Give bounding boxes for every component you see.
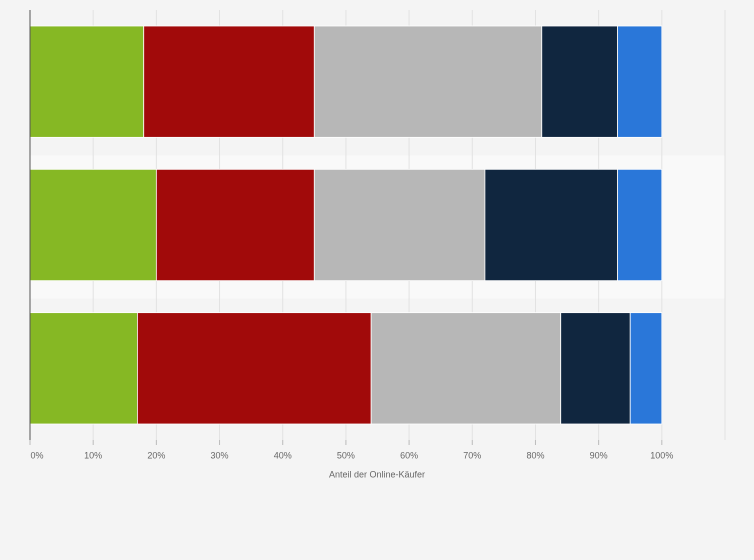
- bar-segment: [29, 168, 157, 282]
- x-tick-label: 30%: [211, 450, 229, 460]
- bar-segment: [484, 168, 618, 282]
- x-tick-label: 60%: [400, 450, 418, 460]
- bar-segment: [541, 25, 618, 138]
- x-tick-label: 0%: [30, 450, 43, 460]
- bars: [29, 25, 663, 425]
- bar-segment: [143, 25, 315, 138]
- bar-segment: [29, 312, 138, 425]
- x-tick-label: 70%: [463, 450, 481, 460]
- bar-segment: [370, 312, 562, 425]
- x-axis-title: Anteil der Online-Käufer: [329, 469, 425, 479]
- x-tick-label: 100%: [650, 450, 673, 460]
- bar-segment: [617, 25, 663, 138]
- x-tick-label: 80%: [526, 450, 544, 460]
- x-tick-label: 20%: [147, 450, 165, 460]
- x-tick-label: 10%: [84, 450, 102, 460]
- bar-segment: [155, 168, 315, 282]
- x-tick-label: 50%: [337, 450, 355, 460]
- bar-segment: [29, 25, 145, 138]
- bar-segment: [560, 312, 631, 425]
- bar-segment: [313, 25, 543, 138]
- x-tick-label: 40%: [274, 450, 292, 460]
- bar-segment: [629, 312, 663, 425]
- bar-segment: [617, 168, 663, 282]
- bar-segment: [313, 168, 486, 282]
- bar-segment: [137, 312, 372, 425]
- x-tick-label: 90%: [590, 450, 608, 460]
